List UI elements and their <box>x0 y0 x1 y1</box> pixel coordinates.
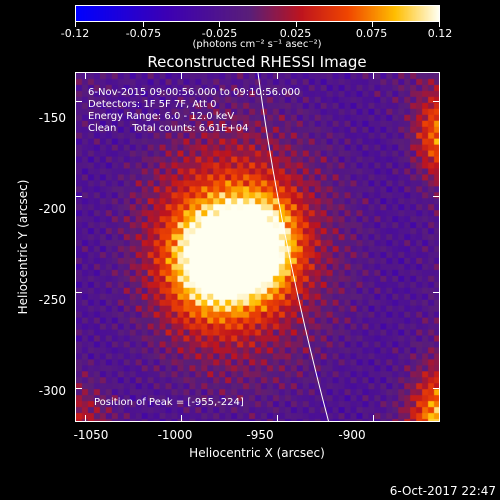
y-tick-mark <box>75 387 82 389</box>
colorbar-units-label: (photons cm⁻² s⁻¹ asec⁻²) <box>192 39 322 50</box>
y-tick-label: -300 <box>38 384 66 398</box>
x-tick-label: -1000 <box>157 428 193 442</box>
peak-position-text: Position of Peak = [-955,-224] <box>94 397 244 408</box>
x-tick-label: -900 <box>338 428 366 442</box>
colorbar-tick <box>295 22 297 27</box>
y-tick-label: -200 <box>38 202 66 216</box>
colorbar-tick <box>219 22 221 27</box>
colorbar-tick <box>143 22 145 27</box>
image-plot-area: 6-Nov-2015 09:00:56.000 to 09:10:56.000 … <box>75 72 440 422</box>
rhessi-image <box>76 73 439 421</box>
y-tick-mark <box>433 387 440 389</box>
solar-limb-line <box>257 73 329 421</box>
x-tick-label: -1050 <box>73 428 109 442</box>
colorbar-tick-label: -0.025 <box>201 27 238 40</box>
y-tick-mark <box>75 196 82 198</box>
colorbar-tick-label: 0.025 <box>279 27 312 40</box>
y-tick-mark <box>433 100 440 102</box>
x-tick-label: -950 <box>246 428 274 442</box>
colorbar-tick <box>439 22 440 27</box>
x-tick-mark <box>372 72 374 79</box>
y-tick-label: -150 <box>38 111 66 125</box>
y-tick-mark <box>433 291 440 293</box>
x-tick-mark <box>180 415 182 422</box>
time-range-text: 6-Nov-2015 09:00:56.000 to 09:10:56.000 <box>88 87 301 98</box>
colorbar-tick-label: -0.12 <box>60 27 90 40</box>
x-tick-mark <box>180 72 182 79</box>
solar-limb-overlay <box>257 73 329 421</box>
x-tick-mark <box>372 415 374 422</box>
colorbar-tick-label: -0.075 <box>125 27 162 40</box>
y-tick-label: -250 <box>38 293 66 307</box>
energy-range-text: Energy Range: 6.0 - 12.0 keV <box>88 111 235 122</box>
colorbar-tick <box>75 22 76 27</box>
x-tick-mark <box>84 72 86 79</box>
y-tick-mark <box>433 196 440 198</box>
x-tick-mark <box>84 415 86 422</box>
x-tick-mark <box>276 72 278 79</box>
y-tick-mark <box>75 291 82 293</box>
colorbar <box>75 5 440 22</box>
footer-date: 6-Oct-2017 22:47 <box>389 484 496 498</box>
detectors-text: Detectors: 1F 5F 7F, Att 0 <box>88 99 217 110</box>
colorbar-tick <box>371 22 373 27</box>
y-axis-label: Heliocentric Y (arcsec) <box>16 179 30 315</box>
x-axis-label: Heliocentric X (arcsec) <box>189 446 325 460</box>
clean-total-counts-text: Clean Total counts: 6.61E+04 <box>88 123 249 134</box>
plot-title: Reconstructed RHESSI Image <box>147 53 367 71</box>
colorbar-tick-label: 0.075 <box>355 27 388 40</box>
y-tick-mark <box>75 100 82 102</box>
colorbar-tick-label: 0.12 <box>427 27 453 40</box>
x-tick-mark <box>276 415 278 422</box>
